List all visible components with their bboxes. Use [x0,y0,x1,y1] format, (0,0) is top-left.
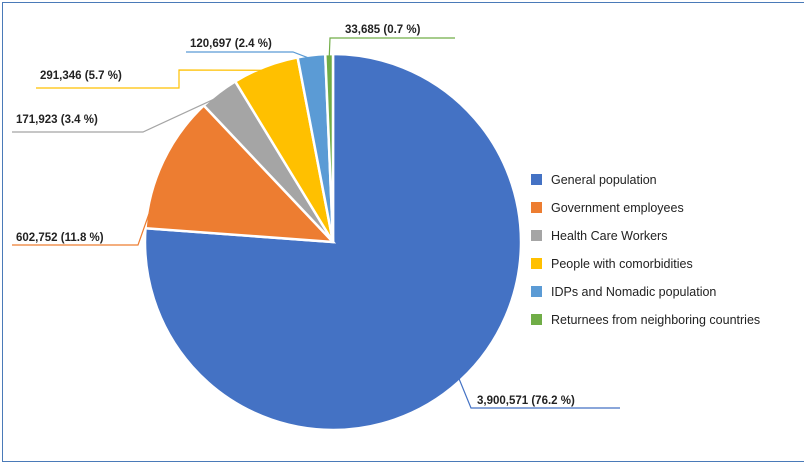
legend-label-returnees-from-neighboring-countries: Returnees from neighboring countries [551,313,760,327]
legend-swatch-idps-and-nomadic-population [531,286,542,297]
data-label-idps-and-nomadic-population: 120,697 (2.4 %) [190,38,272,50]
leader-line-returnees-from-neighboring-countries [328,37,455,59]
legend-swatch-people-with-comorbidities [531,258,542,269]
pie-slices [143,52,523,432]
leader-line-idps-and-nomadic-population [186,51,313,60]
legend-label-idps-and-nomadic-population: IDPs and Nomadic population [551,285,716,299]
legend: General population Government employees He… [531,173,760,327]
legend-swatch-health-care-workers [531,230,542,241]
legend-label-health-care-workers: Health Care Workers [551,229,667,243]
legend-label-general-population: General population [551,173,657,187]
data-label-returnees-from-neighboring-countries: 33,685 (0.7 %) [345,24,421,36]
leader-line-general-population [457,376,620,409]
data-label-health-care-workers: 171,923 (3.4 %) [16,114,98,126]
legend-label-government-employees: Government employees [551,201,684,215]
legend-swatch-returnees-from-neighboring-countries [531,314,542,325]
leader-lines [12,37,620,409]
data-label-government-employees: 602,752 (11.8 %) [16,232,104,244]
data-label-people-with-comorbidities: 291,346 (5.7 %) [40,70,122,82]
leader-line-health-care-workers [12,95,222,133]
data-label-general-population: 3,900,571 (76.2 %) [477,395,575,407]
legend-label-people-with-comorbidities: People with comorbidities [551,257,693,271]
leader-line-government-employees [12,162,168,246]
leader-line-people-with-comorbidities [36,69,267,89]
legend-swatch-government-employees [531,202,542,213]
data-labels: 3,900,571 (76.2 %) 602,752 (11.8 %) 171,92… [16,24,575,407]
legend-swatch-general-population [531,174,542,185]
